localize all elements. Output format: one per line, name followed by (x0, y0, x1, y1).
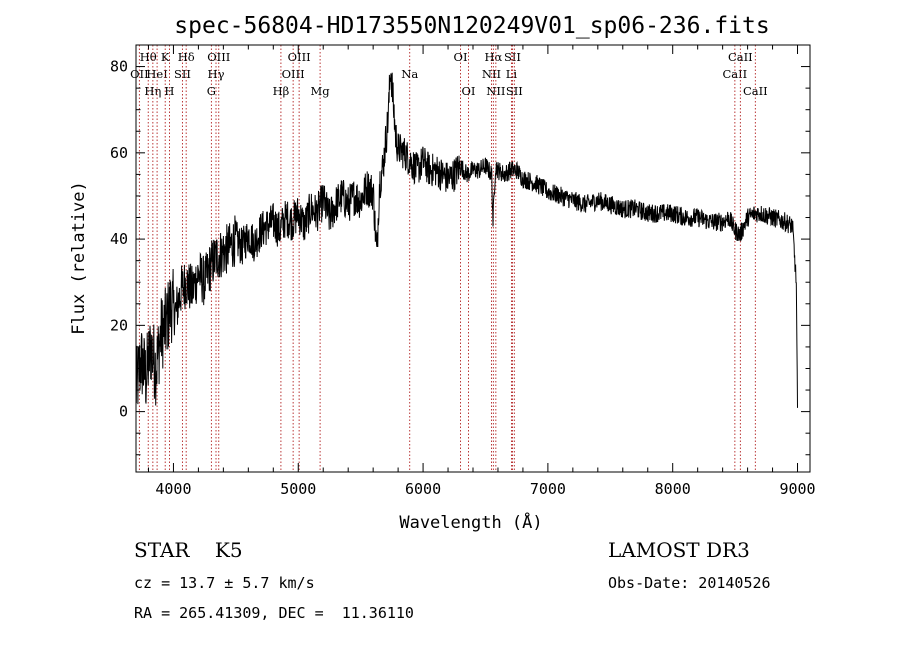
y-tick-label: 80 (110, 58, 128, 76)
spectral-line-label: OIII (282, 67, 305, 81)
x-axis-label: Wavelength (Å) (399, 511, 542, 533)
spectral-line-label: Hβ (273, 84, 290, 98)
spectral-line-label: Mg (311, 84, 331, 98)
spectral-line-label: OI (462, 84, 476, 98)
x-tick-label: 6000 (405, 480, 441, 498)
spectral-line-label: SII (504, 50, 521, 64)
spectral-line-markers: OIIHθHηHeIKHSIIHδGHγOIIIHβOIIIOIIIMgNaOI… (130, 45, 768, 472)
spectral-line-label: OII (130, 67, 149, 81)
spectrum-series (135, 72, 798, 408)
axis-ticks: 4000 5000 6000 7000 8000 9000 0 20 40 60 80 (110, 45, 816, 498)
y-axis-label: Flux (relative) (69, 181, 89, 335)
plot-frame (135, 44, 811, 473)
observation-date: Obs-Date: 20140526 (608, 574, 771, 592)
spectral-line-label: HeI (146, 67, 167, 81)
survey-name: LAMOST DR3 (608, 538, 750, 562)
x-tick-label: 8000 (655, 480, 691, 498)
spectral-line-label: Na (401, 67, 418, 81)
y-tick-label: 0 (119, 403, 128, 421)
x-tick-label: 7000 (530, 480, 566, 498)
spectral-line-label: SII (506, 84, 523, 98)
chart-title: spec-56804-HD173550N120249V01_sp06-236.f… (174, 13, 769, 39)
y-tick-label: 20 (110, 316, 128, 334)
spectral-line-label: NII (482, 67, 501, 81)
spectral-line-label: Hα (484, 50, 502, 64)
spectral-line-label: Hδ (178, 50, 195, 64)
spectral-line-label: CaII (728, 50, 753, 64)
object-class: STAR K5 (134, 538, 243, 562)
spectral-line-label: NII (486, 84, 505, 98)
spectral-line-label: Hη (144, 84, 161, 98)
x-tick-label: 4000 (155, 480, 191, 498)
spectral-line-label: SII (174, 67, 191, 81)
redshift-value: cz = 13.7 ± 5.7 km/s (134, 574, 315, 592)
spectral-line-label: K (161, 50, 170, 64)
spectral-line-label: Li (506, 67, 518, 81)
y-tick-label: 60 (110, 144, 128, 162)
y-tick-label: 40 (110, 230, 128, 248)
x-tick-label: 5000 (280, 480, 316, 498)
spectral-line-label: OIII (288, 50, 311, 64)
spectral-line-label: Hγ (208, 67, 225, 81)
spectrum-line-flux (135, 72, 798, 408)
x-tick-label: 9000 (779, 480, 815, 498)
spectral-line-label: H (164, 84, 174, 98)
spectral-line-label: G (207, 84, 216, 98)
spectral-line-label: Hθ (140, 50, 157, 64)
coordinates: RA = 265.41309, DEC = 11.36110 (134, 604, 414, 622)
spectral-line-label: CaII (743, 84, 768, 98)
spectral-line-label: OIII (207, 50, 230, 64)
spectral-line-label: CaII (722, 67, 747, 81)
spectral-line-label: OI (454, 50, 468, 64)
